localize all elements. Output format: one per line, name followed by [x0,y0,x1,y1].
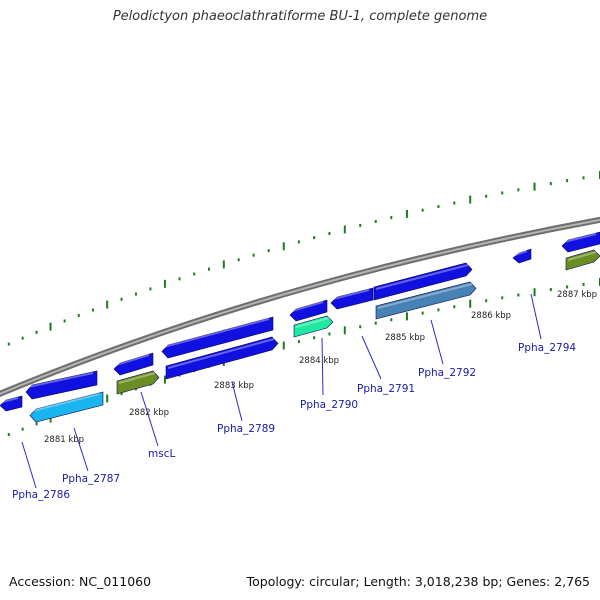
gene-inner-steel-shine [377,283,473,309]
gene-label: Ppha_2787 [62,473,120,485]
gene-inner-olive-2 [565,249,600,271]
gene-inner-blue [165,336,279,380]
kbp-label: 2884 kbp [299,356,339,366]
gene-label-line [321,337,324,396]
gene-outer-4-body [161,316,274,359]
gene-layer [0,231,600,423]
gene-outer-9-body [561,231,600,253]
gene-label-line [231,381,243,422]
gene-label-line [21,441,37,489]
gene-inner-cyan [29,391,104,423]
gene-inner-green-body [293,315,334,338]
gene-outer-7-shine [375,264,469,290]
gene-label: Ppha_2790 [300,399,358,411]
gene-label: Ppha_2794 [518,342,576,354]
gene-inner-green [293,315,334,338]
gene-outer-4 [161,316,274,359]
gene-inner-green-shine [295,317,330,328]
gene-outer-5 [289,299,328,322]
gene-label: mscL [148,448,175,460]
gene-inner-olive-shine [118,372,156,384]
gene-inner-olive-2-body [565,249,600,271]
gene-inner-cyan-shine [31,393,100,412]
kbp-label: 2883 kbp [214,381,254,391]
gene-inner-olive-2-shine [567,251,597,261]
kbp-label: 2885 kbp [385,333,425,343]
gene-outer-2 [25,370,98,400]
gene-outer-2-shine [27,372,94,388]
gene-label-line [140,391,159,447]
gene-label: Ppha_2792 [418,367,476,379]
tick-layer [7,171,600,437]
gene-outer-1-body [0,395,23,412]
map-title: Pelodictyon phaeoclathratiforme BU-1, co… [112,9,488,24]
gene-inner-blue-shine [167,338,275,369]
gene-outer-7 [373,262,473,301]
gene-inner-olive [116,370,160,395]
gene-label-line [530,293,542,340]
gene-outer-1-shine [1,397,19,403]
gene-outer-3-shine [115,354,150,366]
gene-outer-8-body [512,248,532,264]
backbone-highlight [0,218,600,395]
gene-label: Ppha_2786 [12,489,70,501]
kbp-label: 2887 kbp [557,290,597,300]
gene-label: Ppha_2791 [357,383,415,395]
gene-outer-2-body [25,370,98,400]
gene-outer-6 [330,287,374,310]
gene-outer-1 [0,395,23,412]
kbp-label: 2881 kbp [44,435,84,445]
gene-inner-blue-body [165,336,279,380]
accession-text: Accession: NC_011060 [9,574,152,589]
gene-inner-olive-body [116,370,160,395]
kbp-label: 2886 kbp [471,311,511,321]
gene-outer-9-shine [563,233,597,243]
gene-outer-9 [561,231,600,253]
gene-inner-steel-body [375,281,477,320]
gene-outer-8 [512,248,532,264]
gene-label-line [73,427,89,472]
gene-outer-5-shine [291,301,324,312]
gene-outer-3-body [113,352,154,376]
gene-outer-6-shine [332,289,370,300]
gene-outer-8-shine [514,250,528,256]
gene-inner-cyan-body [29,391,104,423]
topology-text: Topology: circular; Length: 3,018,238 bp… [246,574,590,589]
label-layer: 2881 kbp 2882 kbp 2883 kbp 2884 kbp 2885 kbp… [12,290,597,501]
gene-inner-steel [375,281,477,320]
gene-label: Ppha_2789 [217,423,275,435]
gene-label-line [361,335,382,380]
backbone-layer [0,216,600,398]
label-line-layer [21,293,542,489]
gene-outer-4-shine [163,318,270,348]
gene-outer-5-body [289,299,328,322]
kbp-label: 2882 kbp [129,408,169,418]
gene-outer-7-body [373,262,473,301]
gene-label-line [430,319,444,365]
gene-outer-3 [113,352,154,376]
gene-outer-6-body [330,287,374,310]
